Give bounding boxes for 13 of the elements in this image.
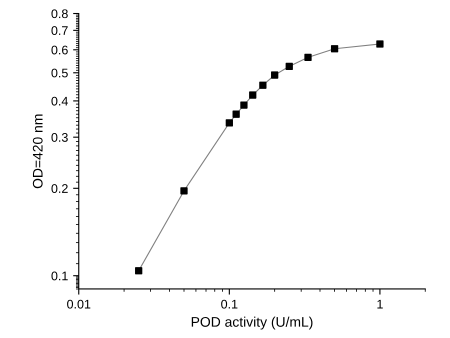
y-tick-label: 0.1 xyxy=(51,272,68,280)
y-axis-title: OD=420 nm xyxy=(32,114,43,188)
y-tick-label: 0.3 xyxy=(51,132,68,142)
x-tick-label: 0.1 xyxy=(221,300,238,309)
y-tick-label: 0.4 xyxy=(51,96,68,106)
y-tick-label: 0.5 xyxy=(51,68,68,78)
x-tick-label: 0.01 xyxy=(67,300,90,309)
y-tick-label: 0.2 xyxy=(51,184,68,193)
y-tick-label: 0.8 xyxy=(51,9,68,18)
x-axis-title: POD activity (U/mL) xyxy=(192,316,312,330)
x-tick-label: 1 xyxy=(377,300,383,308)
y-tick-label: 0.7 xyxy=(51,26,68,36)
y-tick-label: 0.6 xyxy=(51,46,68,54)
